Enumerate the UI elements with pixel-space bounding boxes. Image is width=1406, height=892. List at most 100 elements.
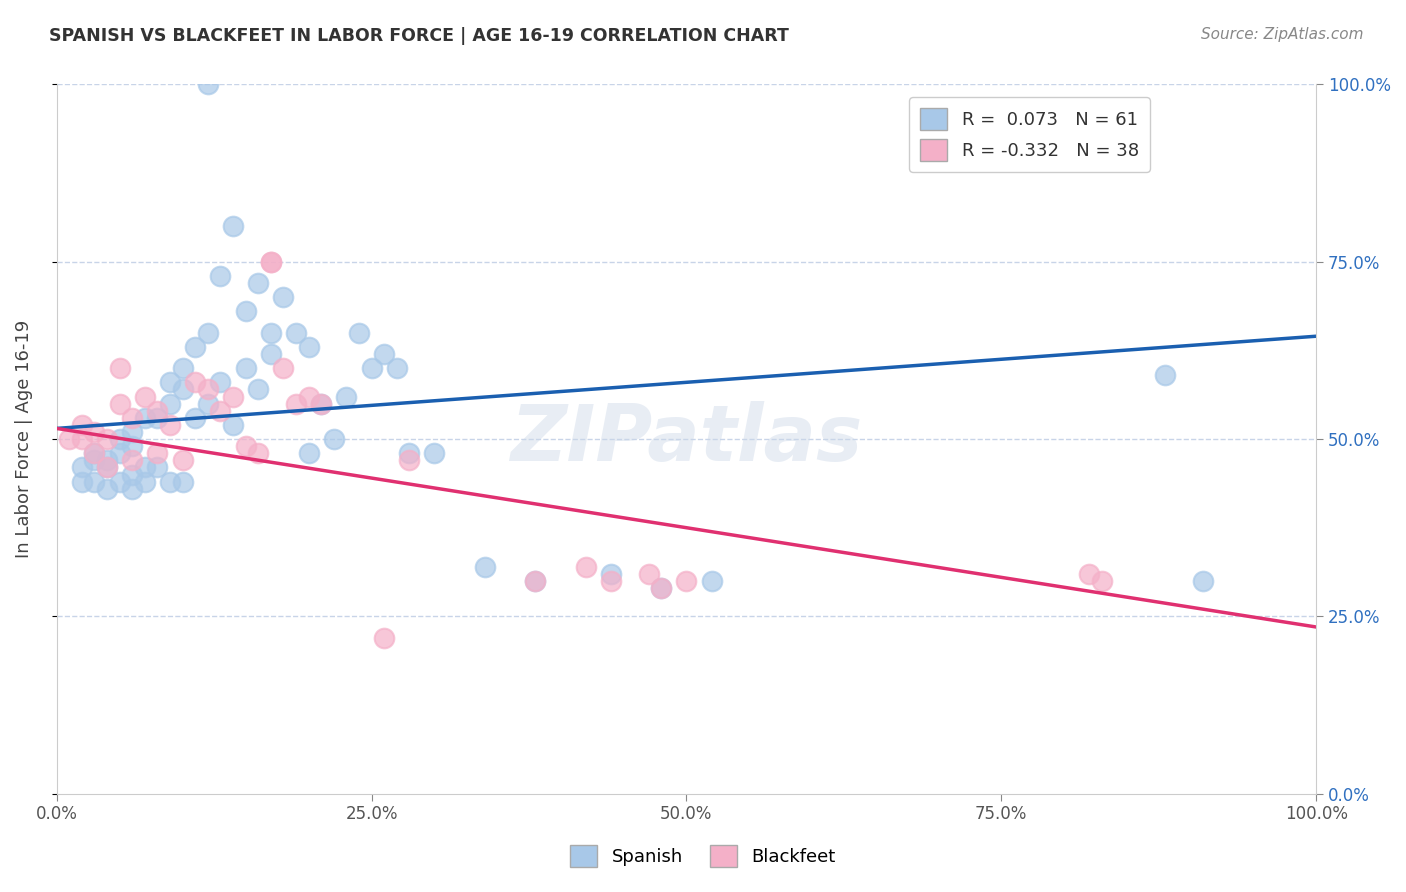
Point: [675, 574, 697, 588]
Point: [599, 574, 621, 588]
Point: [273, 361, 295, 376]
Point: [1078, 566, 1101, 581]
Point: [260, 347, 283, 361]
Point: [637, 566, 659, 581]
Point: [1191, 574, 1213, 588]
Point: [247, 446, 270, 460]
Point: [83, 453, 105, 467]
Point: [83, 446, 105, 460]
Point: [96, 482, 118, 496]
Point: [398, 446, 420, 460]
Point: [650, 581, 672, 595]
Point: [235, 361, 257, 376]
Point: [650, 581, 672, 595]
Point: [700, 574, 723, 588]
Point: [309, 396, 332, 410]
Point: [184, 410, 207, 425]
Point: [172, 361, 194, 376]
Point: [159, 396, 181, 410]
Point: [121, 410, 143, 425]
Point: [108, 361, 131, 376]
Point: [222, 219, 245, 234]
Point: [297, 390, 319, 404]
Point: [235, 304, 257, 318]
Point: [335, 390, 357, 404]
Point: [247, 276, 270, 290]
Point: [146, 410, 169, 425]
Point: [260, 326, 283, 340]
Point: [121, 425, 143, 439]
Point: [121, 467, 143, 482]
Point: [134, 390, 156, 404]
Point: [260, 254, 283, 268]
Point: [474, 559, 496, 574]
Point: [70, 460, 93, 475]
Y-axis label: In Labor Force | Age 16-19: In Labor Force | Age 16-19: [15, 320, 32, 558]
Point: [96, 432, 118, 446]
Point: [247, 383, 270, 397]
Point: [96, 460, 118, 475]
Point: [322, 432, 344, 446]
Legend: R =  0.073   N = 61, R = -0.332   N = 38: R = 0.073 N = 61, R = -0.332 N = 38: [910, 97, 1150, 172]
Point: [172, 383, 194, 397]
Point: [235, 439, 257, 453]
Point: [121, 482, 143, 496]
Text: ZIPatlas: ZIPatlas: [510, 401, 862, 477]
Point: [172, 475, 194, 489]
Point: [121, 439, 143, 453]
Point: [347, 326, 370, 340]
Point: [209, 403, 232, 417]
Point: [284, 326, 307, 340]
Point: [83, 446, 105, 460]
Point: [273, 290, 295, 304]
Point: [222, 390, 245, 404]
Point: [108, 396, 131, 410]
Point: [197, 396, 219, 410]
Point: [284, 396, 307, 410]
Point: [159, 475, 181, 489]
Point: [96, 453, 118, 467]
Point: [197, 383, 219, 397]
Point: [58, 432, 80, 446]
Point: [524, 574, 547, 588]
Point: [260, 254, 283, 268]
Point: [96, 460, 118, 475]
Point: [373, 347, 395, 361]
Point: [1091, 574, 1114, 588]
Legend: Spanish, Blackfeet: Spanish, Blackfeet: [562, 838, 844, 874]
Point: [159, 417, 181, 432]
Point: [309, 396, 332, 410]
Point: [184, 376, 207, 390]
Point: [146, 460, 169, 475]
Point: [575, 559, 598, 574]
Point: [222, 417, 245, 432]
Point: [599, 566, 621, 581]
Point: [70, 475, 93, 489]
Point: [385, 361, 408, 376]
Point: [184, 340, 207, 354]
Point: [83, 475, 105, 489]
Point: [134, 460, 156, 475]
Point: [146, 446, 169, 460]
Point: [209, 268, 232, 283]
Point: [297, 340, 319, 354]
Point: [108, 446, 131, 460]
Point: [297, 446, 319, 460]
Text: SPANISH VS BLACKFEET IN LABOR FORCE | AGE 16-19 CORRELATION CHART: SPANISH VS BLACKFEET IN LABOR FORCE | AG…: [49, 27, 789, 45]
Point: [197, 78, 219, 92]
Point: [172, 453, 194, 467]
Point: [108, 432, 131, 446]
Point: [83, 425, 105, 439]
Point: [1154, 368, 1177, 383]
Point: [524, 574, 547, 588]
Point: [209, 376, 232, 390]
Point: [423, 446, 446, 460]
Point: [134, 475, 156, 489]
Point: [373, 631, 395, 645]
Point: [146, 403, 169, 417]
Point: [197, 326, 219, 340]
Point: [134, 410, 156, 425]
Point: [121, 453, 143, 467]
Text: Source: ZipAtlas.com: Source: ZipAtlas.com: [1201, 27, 1364, 42]
Point: [70, 432, 93, 446]
